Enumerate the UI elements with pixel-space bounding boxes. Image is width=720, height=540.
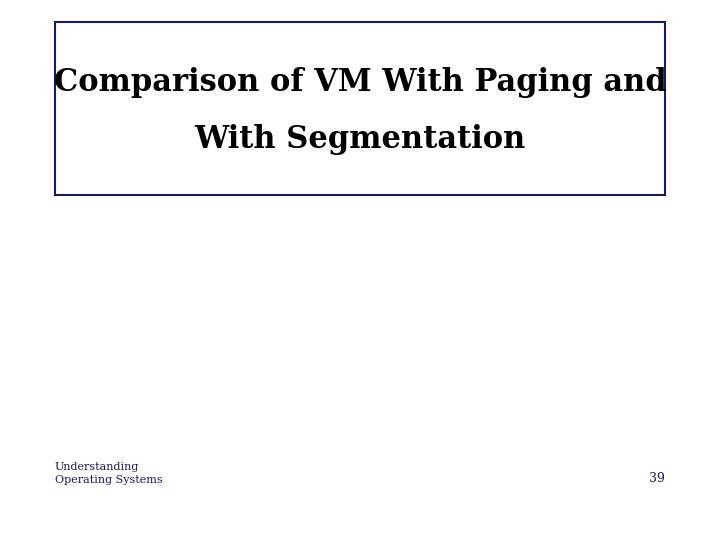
Text: Understanding
Operating Systems: Understanding Operating Systems (55, 462, 163, 485)
Text: With Segmentation: With Segmentation (194, 124, 526, 155)
Text: Comparison of VM With Paging and: Comparison of VM With Paging and (53, 67, 667, 98)
Text: 39: 39 (649, 472, 665, 485)
Bar (55, 22, 665, 195)
